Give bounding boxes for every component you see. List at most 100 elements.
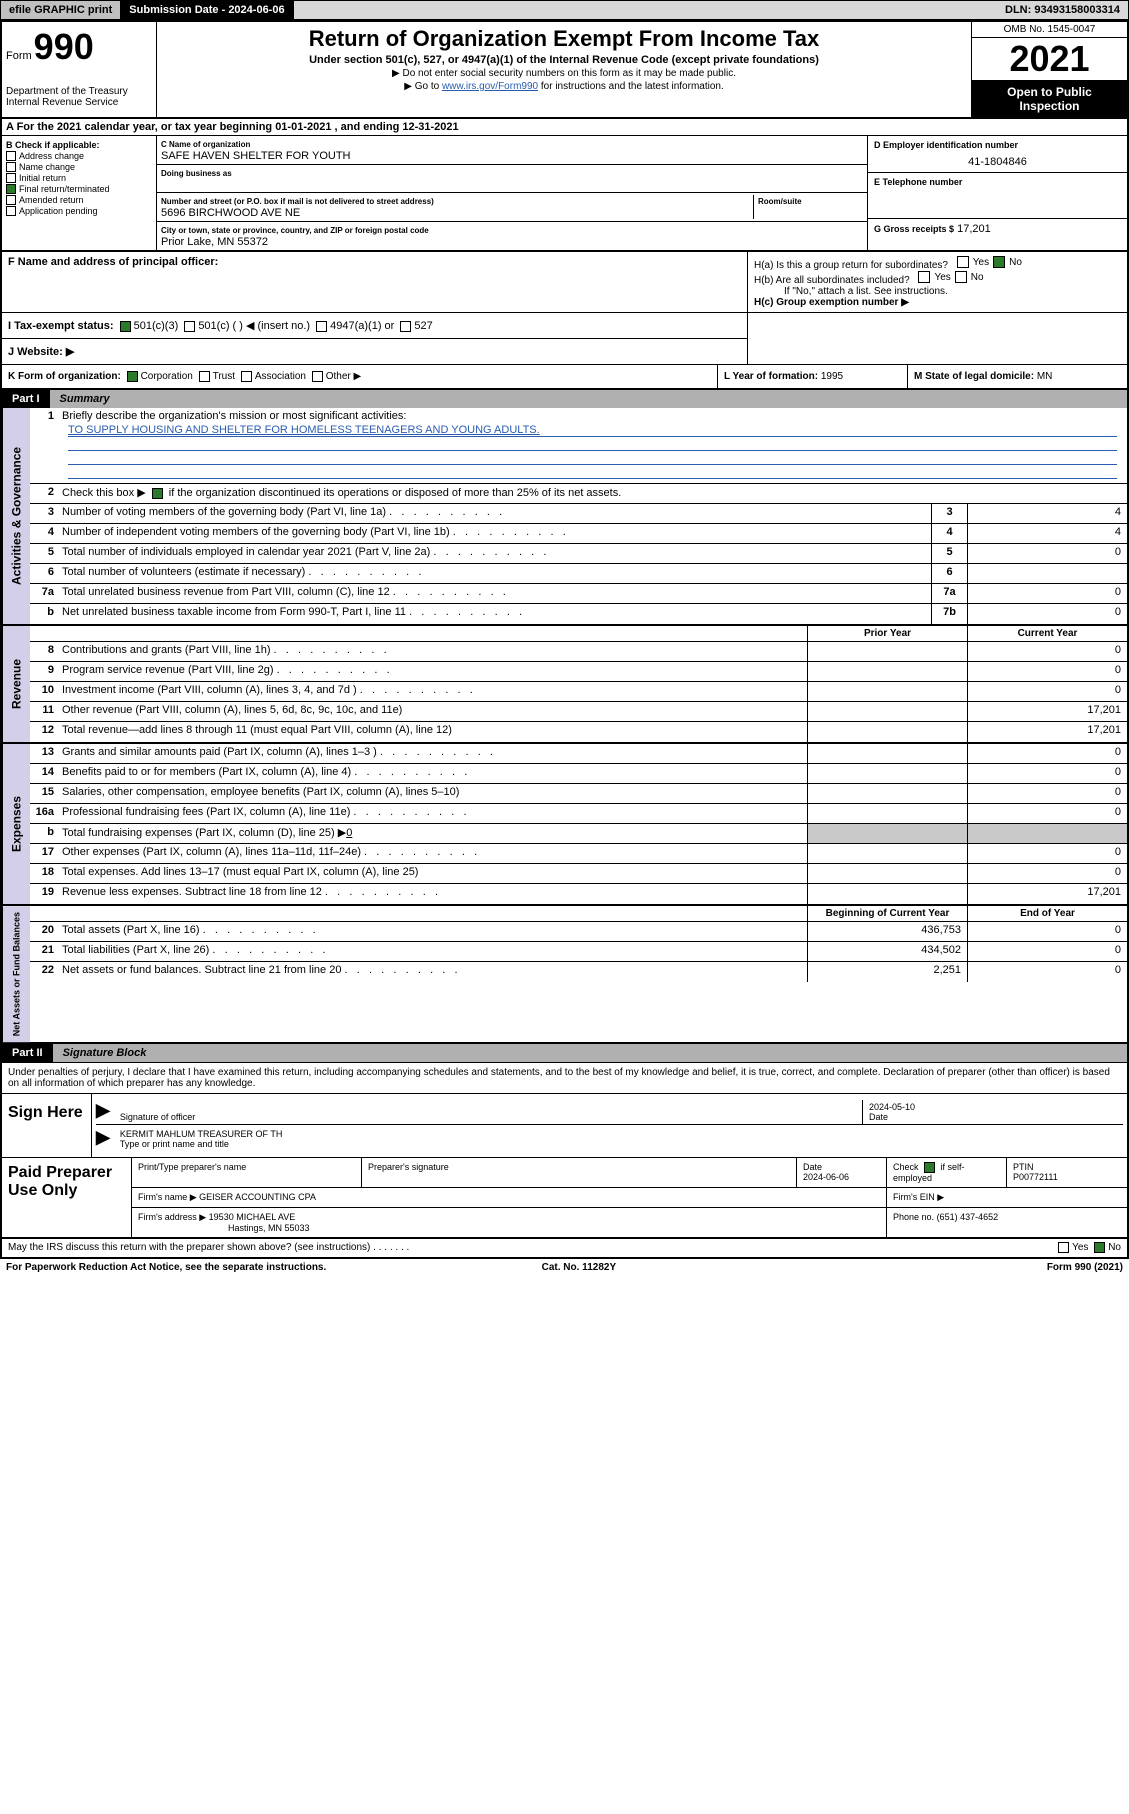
vlabel-expenses: Expenses [2, 744, 30, 904]
firm-name: GEISER ACCOUNTING CPA [199, 1192, 316, 1202]
val-3: 4 [967, 504, 1127, 523]
4947-checkbox[interactable] [316, 321, 327, 332]
vlabel-governance: Activities & Governance [2, 408, 30, 624]
val-c14: 0 [967, 764, 1127, 783]
val-p22: 2,251 [807, 962, 967, 982]
form-990-logo: Form 990 [6, 26, 152, 68]
penalties-text: Under penalties of perjury, I declare th… [2, 1063, 1127, 1094]
val-p20: 436,753 [807, 922, 967, 941]
val-c11: 17,201 [967, 702, 1127, 721]
prep-date: 2024-06-06 [803, 1172, 849, 1182]
mission-link[interactable]: TO SUPPLY HOUSING AND SHELTER FOR HOMELE… [68, 424, 540, 436]
officer-name: KERMIT MAHLUM TREASURER OF TH [120, 1129, 283, 1139]
org-city: Prior Lake, MN 55372 [161, 236, 268, 248]
val-c22: 0 [967, 962, 1127, 982]
val-c16a: 0 [967, 804, 1127, 823]
checkbox-line: Name change [6, 162, 152, 172]
val-c20: 0 [967, 922, 1127, 941]
section-k: K Form of organization: Corporation Trus… [2, 365, 717, 388]
section-ha: H(a) Is this a group return for subordin… [754, 256, 1121, 271]
form-footer: Form 990 (2021) [1047, 1262, 1123, 1273]
val-c13: 0 [967, 744, 1127, 763]
form-header: Form 990 Department of the Treasury Inte… [0, 20, 1129, 119]
paperwork-notice: For Paperwork Reduction Act Notice, see … [6, 1262, 326, 1273]
form-subtitle: Under section 501(c), 527, or 4947(a)(1)… [163, 54, 965, 66]
discuss-no-checkbox[interactable] [1094, 1242, 1105, 1253]
section-i: I Tax-exempt status: 501(c)(3) 501(c) ( … [2, 313, 747, 339]
k-corp-checkbox[interactable] [127, 371, 138, 382]
val-7b: 0 [967, 604, 1127, 624]
part2-header: Part II Signature Block [0, 1044, 1129, 1062]
section-m: M State of legal domicile: MN [907, 365, 1127, 388]
ein-value: 41-1804846 [874, 156, 1121, 168]
k-other-checkbox[interactable] [312, 371, 323, 382]
dln-label: DLN: 93493158003314 [997, 1, 1128, 19]
section-deg: D Employer identification number 41-1804… [867, 136, 1127, 250]
checkbox[interactable] [6, 162, 16, 172]
checkbox[interactable] [6, 151, 16, 161]
paid-preparer-label: Paid Preparer Use Only [2, 1158, 132, 1237]
val-7a: 0 [967, 584, 1127, 603]
checkbox-line: Final return/terminated [6, 184, 152, 194]
k-assoc-checkbox[interactable] [241, 371, 252, 382]
527-checkbox[interactable] [400, 321, 411, 332]
irs-discuss: May the IRS discuss this return with the… [8, 1242, 409, 1253]
dept-treasury: Department of the Treasury Internal Reve… [6, 86, 152, 108]
efile-label[interactable]: efile GRAPHIC print [1, 1, 121, 19]
submission-date: Submission Date - 2024-06-06 [121, 1, 293, 19]
goto-note: ▶ Go to www.irs.gov/Form990 for instruct… [163, 81, 965, 92]
sig-date: 2024-05-10 [869, 1102, 915, 1112]
gross-receipts: 17,201 [957, 223, 991, 235]
checkbox[interactable] [6, 195, 16, 205]
line2-checkbox[interactable] [152, 488, 163, 499]
discuss-yes-checkbox[interactable] [1058, 1242, 1069, 1253]
vlabel-revenue: Revenue [2, 626, 30, 742]
firm-city: Hastings, MN 55033 [138, 1223, 310, 1233]
section-hb: H(b) Are all subordinates included? Yes … [754, 271, 1121, 286]
section-f: F Name and address of principal officer: [8, 256, 741, 268]
k-trust-checkbox[interactable] [199, 371, 210, 382]
501c-checkbox[interactable] [184, 321, 195, 332]
val-c17: 0 [967, 844, 1127, 863]
checkbox[interactable] [6, 184, 16, 194]
org-address: 5696 BIRCHWOOD AVE NE [161, 207, 300, 219]
irs-link[interactable]: www.irs.gov/Form990 [442, 81, 538, 92]
section-l: L Year of formation: 1995 [717, 365, 907, 388]
self-employed-checkbox[interactable] [924, 1162, 935, 1173]
checkbox-line: Amended return [6, 195, 152, 205]
checkbox-line: Address change [6, 151, 152, 161]
val-c19: 17,201 [967, 884, 1127, 904]
section-b: B Check if applicable: Address changeNam… [2, 136, 157, 250]
ha-yes-checkbox[interactable] [957, 256, 969, 268]
val-c18: 0 [967, 864, 1127, 883]
val-c9: 0 [967, 662, 1127, 681]
checkbox[interactable] [6, 173, 16, 183]
val-c21: 0 [967, 942, 1127, 961]
val-4: 4 [967, 524, 1127, 543]
hb-no-checkbox[interactable] [955, 271, 967, 283]
section-hc: H(c) Group exemption number ▶ [754, 297, 1121, 308]
ptin-value: P00772111 [1013, 1172, 1058, 1182]
val-p21: 434,502 [807, 942, 967, 961]
omb-number: OMB No. 1545-0047 [972, 22, 1127, 38]
val-6 [967, 564, 1127, 583]
org-name: SAFE HAVEN SHELTER FOR YOUTH [161, 150, 350, 162]
form-title: Return of Organization Exempt From Incom… [163, 26, 965, 52]
section-c: C Name of organization SAFE HAVEN SHELTE… [157, 136, 867, 250]
checkbox[interactable] [6, 206, 16, 216]
ha-no-checkbox[interactable] [993, 256, 1005, 268]
checkbox-line: Initial return [6, 173, 152, 183]
open-inspection: Open to Public Inspection [972, 81, 1127, 117]
val-c10: 0 [967, 682, 1127, 701]
val-c15: 0 [967, 784, 1127, 803]
val-c8: 0 [967, 642, 1127, 661]
501c3-checkbox[interactable] [120, 321, 131, 332]
cat-no: Cat. No. 11282Y [542, 1262, 616, 1273]
arrow-icon: ▶ [96, 1127, 110, 1151]
part1-header: Part I Summary [0, 390, 1129, 408]
firm-addr: 19530 MICHAEL AVE [209, 1212, 296, 1222]
section-j: J Website: ▶ [2, 339, 747, 364]
firm-phone: (651) 437-4652 [937, 1212, 999, 1222]
tax-year: 2021 [972, 38, 1127, 81]
hb-yes-checkbox[interactable] [918, 271, 930, 283]
